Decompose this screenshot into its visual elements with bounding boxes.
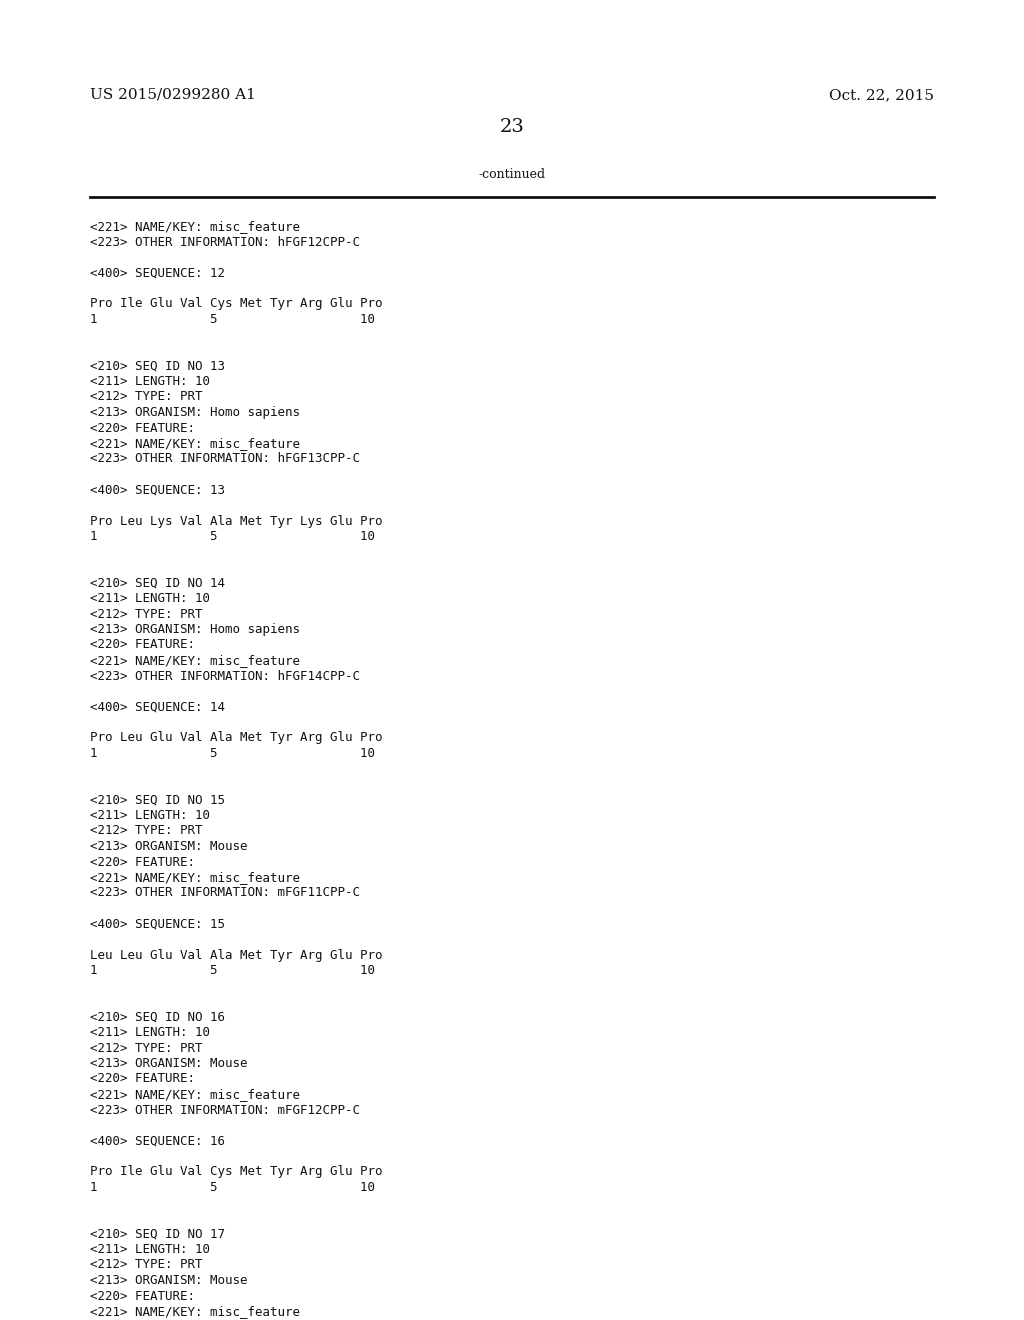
Text: <213> ORGANISM: Mouse: <213> ORGANISM: Mouse bbox=[90, 1057, 248, 1071]
Text: <210> SEQ ID NO 14: <210> SEQ ID NO 14 bbox=[90, 577, 225, 590]
Text: 23: 23 bbox=[500, 117, 524, 136]
Text: Leu Leu Glu Val Ala Met Tyr Arg Glu Pro: Leu Leu Glu Val Ala Met Tyr Arg Glu Pro bbox=[90, 949, 383, 961]
Text: <213> ORGANISM: Homo sapiens: <213> ORGANISM: Homo sapiens bbox=[90, 623, 300, 636]
Text: <220> FEATURE:: <220> FEATURE: bbox=[90, 421, 195, 434]
Text: Oct. 22, 2015: Oct. 22, 2015 bbox=[829, 88, 934, 102]
Text: <211> LENGTH: 10: <211> LENGTH: 10 bbox=[90, 809, 210, 822]
Text: 1               5                   10: 1 5 10 bbox=[90, 747, 375, 760]
Text: <223> OTHER INFORMATION: hFGF14CPP-C: <223> OTHER INFORMATION: hFGF14CPP-C bbox=[90, 669, 360, 682]
Text: US 2015/0299280 A1: US 2015/0299280 A1 bbox=[90, 88, 256, 102]
Text: <223> OTHER INFORMATION: hFGF13CPP-C: <223> OTHER INFORMATION: hFGF13CPP-C bbox=[90, 453, 360, 466]
Text: <212> TYPE: PRT: <212> TYPE: PRT bbox=[90, 391, 203, 404]
Text: 1               5                   10: 1 5 10 bbox=[90, 964, 375, 977]
Text: <400> SEQUENCE: 15: <400> SEQUENCE: 15 bbox=[90, 917, 225, 931]
Text: <220> FEATURE:: <220> FEATURE: bbox=[90, 639, 195, 652]
Text: <221> NAME/KEY: misc_feature: <221> NAME/KEY: misc_feature bbox=[90, 220, 300, 234]
Text: <212> TYPE: PRT: <212> TYPE: PRT bbox=[90, 1258, 203, 1271]
Text: <210> SEQ ID NO 17: <210> SEQ ID NO 17 bbox=[90, 1228, 225, 1241]
Text: 1               5                   10: 1 5 10 bbox=[90, 313, 375, 326]
Text: Pro Ile Glu Val Cys Met Tyr Arg Glu Pro: Pro Ile Glu Val Cys Met Tyr Arg Glu Pro bbox=[90, 297, 383, 310]
Text: <220> FEATURE:: <220> FEATURE: bbox=[90, 1290, 195, 1303]
Text: 1               5                   10: 1 5 10 bbox=[90, 1181, 375, 1195]
Text: <400> SEQUENCE: 16: <400> SEQUENCE: 16 bbox=[90, 1134, 225, 1147]
Text: <212> TYPE: PRT: <212> TYPE: PRT bbox=[90, 825, 203, 837]
Text: <212> TYPE: PRT: <212> TYPE: PRT bbox=[90, 607, 203, 620]
Text: <211> LENGTH: 10: <211> LENGTH: 10 bbox=[90, 591, 210, 605]
Text: <221> NAME/KEY: misc_feature: <221> NAME/KEY: misc_feature bbox=[90, 1088, 300, 1101]
Text: <223> OTHER INFORMATION: mFGF11CPP-C: <223> OTHER INFORMATION: mFGF11CPP-C bbox=[90, 887, 360, 899]
Text: <213> ORGANISM: Mouse: <213> ORGANISM: Mouse bbox=[90, 840, 248, 853]
Text: <213> ORGANISM: Mouse: <213> ORGANISM: Mouse bbox=[90, 1274, 248, 1287]
Text: <211> LENGTH: 10: <211> LENGTH: 10 bbox=[90, 1026, 210, 1039]
Text: -continued: -continued bbox=[478, 168, 546, 181]
Text: <221> NAME/KEY: misc_feature: <221> NAME/KEY: misc_feature bbox=[90, 871, 300, 884]
Text: <210> SEQ ID NO 15: <210> SEQ ID NO 15 bbox=[90, 793, 225, 807]
Text: <211> LENGTH: 10: <211> LENGTH: 10 bbox=[90, 375, 210, 388]
Text: <210> SEQ ID NO 13: <210> SEQ ID NO 13 bbox=[90, 359, 225, 372]
Text: <221> NAME/KEY: misc_feature: <221> NAME/KEY: misc_feature bbox=[90, 653, 300, 667]
Text: <210> SEQ ID NO 16: <210> SEQ ID NO 16 bbox=[90, 1011, 225, 1023]
Text: <220> FEATURE:: <220> FEATURE: bbox=[90, 1072, 195, 1085]
Text: <212> TYPE: PRT: <212> TYPE: PRT bbox=[90, 1041, 203, 1055]
Text: <400> SEQUENCE: 12: <400> SEQUENCE: 12 bbox=[90, 267, 225, 280]
Text: <400> SEQUENCE: 14: <400> SEQUENCE: 14 bbox=[90, 701, 225, 714]
Text: Pro Leu Lys Val Ala Met Tyr Lys Glu Pro: Pro Leu Lys Val Ala Met Tyr Lys Glu Pro bbox=[90, 515, 383, 528]
Text: Pro Ile Glu Val Cys Met Tyr Arg Glu Pro: Pro Ile Glu Val Cys Met Tyr Arg Glu Pro bbox=[90, 1166, 383, 1179]
Text: <400> SEQUENCE: 13: <400> SEQUENCE: 13 bbox=[90, 483, 225, 496]
Text: <223> OTHER INFORMATION: mFGF12CPP-C: <223> OTHER INFORMATION: mFGF12CPP-C bbox=[90, 1104, 360, 1117]
Text: <220> FEATURE:: <220> FEATURE: bbox=[90, 855, 195, 869]
Text: <223> OTHER INFORMATION: hFGF12CPP-C: <223> OTHER INFORMATION: hFGF12CPP-C bbox=[90, 235, 360, 248]
Text: <213> ORGANISM: Homo sapiens: <213> ORGANISM: Homo sapiens bbox=[90, 407, 300, 418]
Text: 1               5                   10: 1 5 10 bbox=[90, 531, 375, 543]
Text: Pro Leu Glu Val Ala Met Tyr Arg Glu Pro: Pro Leu Glu Val Ala Met Tyr Arg Glu Pro bbox=[90, 731, 383, 744]
Text: <211> LENGTH: 10: <211> LENGTH: 10 bbox=[90, 1243, 210, 1257]
Text: <221> NAME/KEY: misc_feature: <221> NAME/KEY: misc_feature bbox=[90, 437, 300, 450]
Text: <221> NAME/KEY: misc_feature: <221> NAME/KEY: misc_feature bbox=[90, 1305, 300, 1317]
